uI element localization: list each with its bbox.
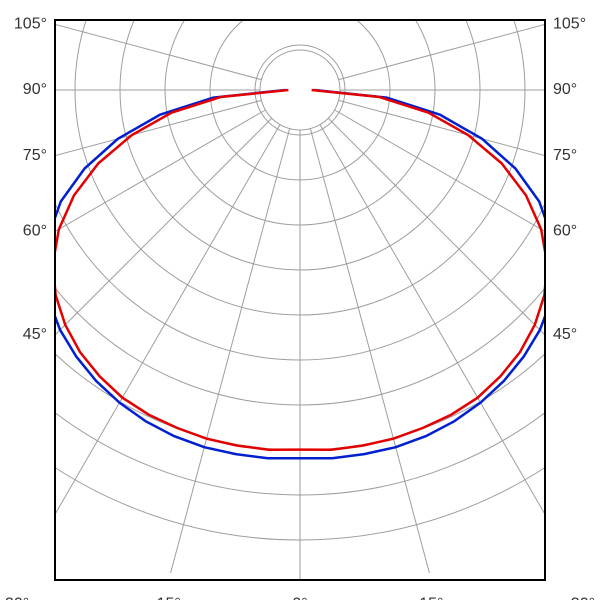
axis-label: 60° (553, 223, 577, 240)
axis-label: 90° (553, 81, 577, 98)
axis-label: 30° (5, 595, 29, 600)
axis-label: 75° (23, 147, 47, 164)
axis-label: 15° (157, 595, 181, 600)
axis-label: 30° (571, 595, 595, 600)
axis-label: 90° (23, 81, 47, 98)
axis-label: 105° (553, 16, 586, 33)
axis-label: 60° (23, 223, 47, 240)
axis-label: 45° (23, 326, 47, 343)
polar-chart: 105° 90° 75° 60° 45° 105° 90° 75° 60° 45° 30° 15° 0°… (0, 0, 600, 600)
axis-label: 45° (553, 326, 577, 343)
axis-label: 0° (292, 595, 307, 600)
axis-label: 15° (419, 595, 443, 600)
axis-label: 75° (553, 147, 577, 164)
axis-label: 105° (14, 16, 47, 33)
